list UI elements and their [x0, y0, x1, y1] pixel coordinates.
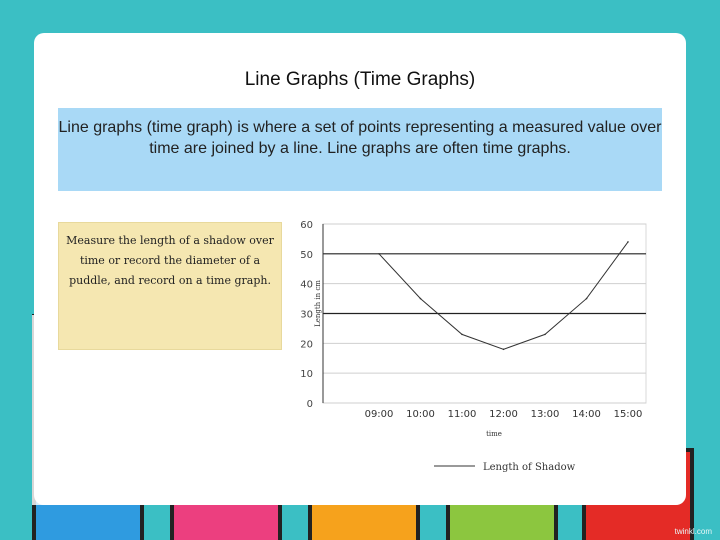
y-tick-label: 30	[300, 310, 313, 321]
x-tick-label: 14:00	[572, 409, 601, 420]
bar-fade-green	[446, 339, 550, 505]
data-point	[461, 333, 463, 336]
watermark: twinkl.com	[674, 527, 712, 536]
activity-note: Measure the length of a shadow over time…	[58, 222, 282, 350]
y-tick-label: 50	[300, 250, 313, 261]
y-tick-label: 0	[307, 399, 313, 410]
y-tick-label: 10	[300, 369, 313, 380]
data-point	[419, 297, 422, 300]
line-chart: 0 10 20 30 40 50 60 09:00 10:00 11:00 12:00 13:00 14…	[300, 220, 647, 473]
data-point	[502, 348, 505, 351]
x-tick-label: 09:00	[365, 409, 394, 420]
y-axis-label: Length in cm	[314, 280, 322, 327]
x-axis-label: time	[486, 430, 502, 438]
x-tick-label: 15:00	[614, 409, 643, 420]
series-line	[378, 241, 629, 350]
data-point	[544, 333, 546, 336]
x-tick-label: 10:00	[406, 409, 435, 420]
bar-fade-orange	[308, 267, 412, 505]
slide-card: Line Graphs (Time Graphs) Line graphs (t…	[32, 33, 686, 505]
x-tick-label: 13:00	[531, 409, 560, 420]
y-tick-label: 40	[300, 280, 313, 291]
y-tick-label: 60	[300, 220, 313, 231]
data-point	[627, 241, 629, 243]
y-tick-label: 20	[300, 339, 313, 350]
description-box: Line graphs (time graph) is where a set …	[58, 108, 662, 191]
bar-fade-pink	[170, 405, 274, 505]
data-point	[378, 253, 380, 255]
legend-label: Length of Shadow	[483, 462, 576, 473]
x-tick-label: 11:00	[448, 409, 477, 420]
x-tick-label: 12:00	[489, 409, 518, 420]
page-title: Line Graphs (Time Graphs)	[244, 69, 476, 90]
data-point	[585, 297, 588, 300]
